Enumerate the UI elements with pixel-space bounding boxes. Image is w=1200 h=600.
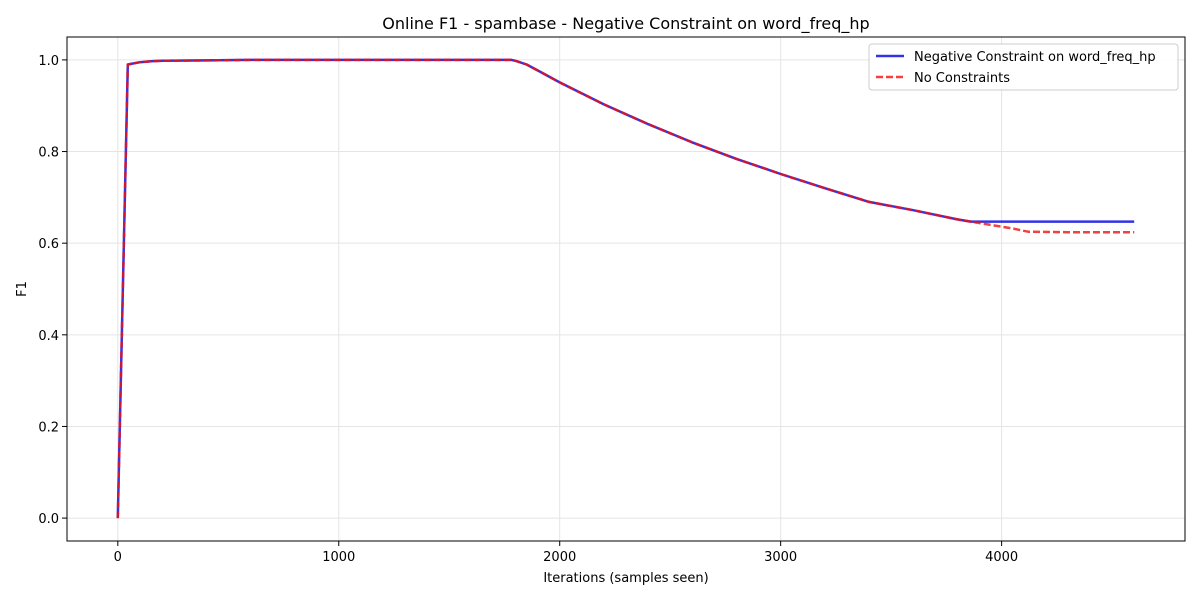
y-axis-ticks: 0.0 0.2 0.4 0.6 0.8 1.0 [38,54,67,527]
y-tick-label: 0.6 [38,237,59,252]
legend-label-negative-constraint: Negative Constraint on word_freq_hp [914,50,1156,65]
series-line-no-constraints [116,58,1135,519]
y-tick-label: 0.2 [38,420,59,435]
x-axis-label: Iterations (samples seen) [543,571,708,586]
plot-frame [66,36,1186,542]
legend-label-no-constraints: No Constraints [914,71,1010,86]
x-axis-ticks: 0 1000 2000 3000 4000 [114,541,1018,565]
plot-lines [116,58,1135,519]
y-tick-label: 0.8 [38,146,59,161]
x-tick-label: 4000 [985,550,1018,565]
y-tick-label: 1.0 [38,54,59,69]
y-axis-label: F1 [15,281,30,297]
x-tick-label: 2000 [543,550,576,565]
legend: Negative Constraint on word_freq_hp No C… [868,43,1179,91]
chart-title: Online F1 - spambase - Negative Constrai… [382,14,869,34]
x-tick-label: 0 [114,550,122,565]
y-tick-label: 0.0 [38,512,59,527]
y-tick-label: 0.4 [38,329,59,344]
grid [67,37,1185,541]
x-tick-label: 3000 [764,550,797,565]
legend-box [868,43,1179,91]
series-line-negative-constraint [116,58,1135,519]
x-tick-label: 1000 [322,550,355,565]
